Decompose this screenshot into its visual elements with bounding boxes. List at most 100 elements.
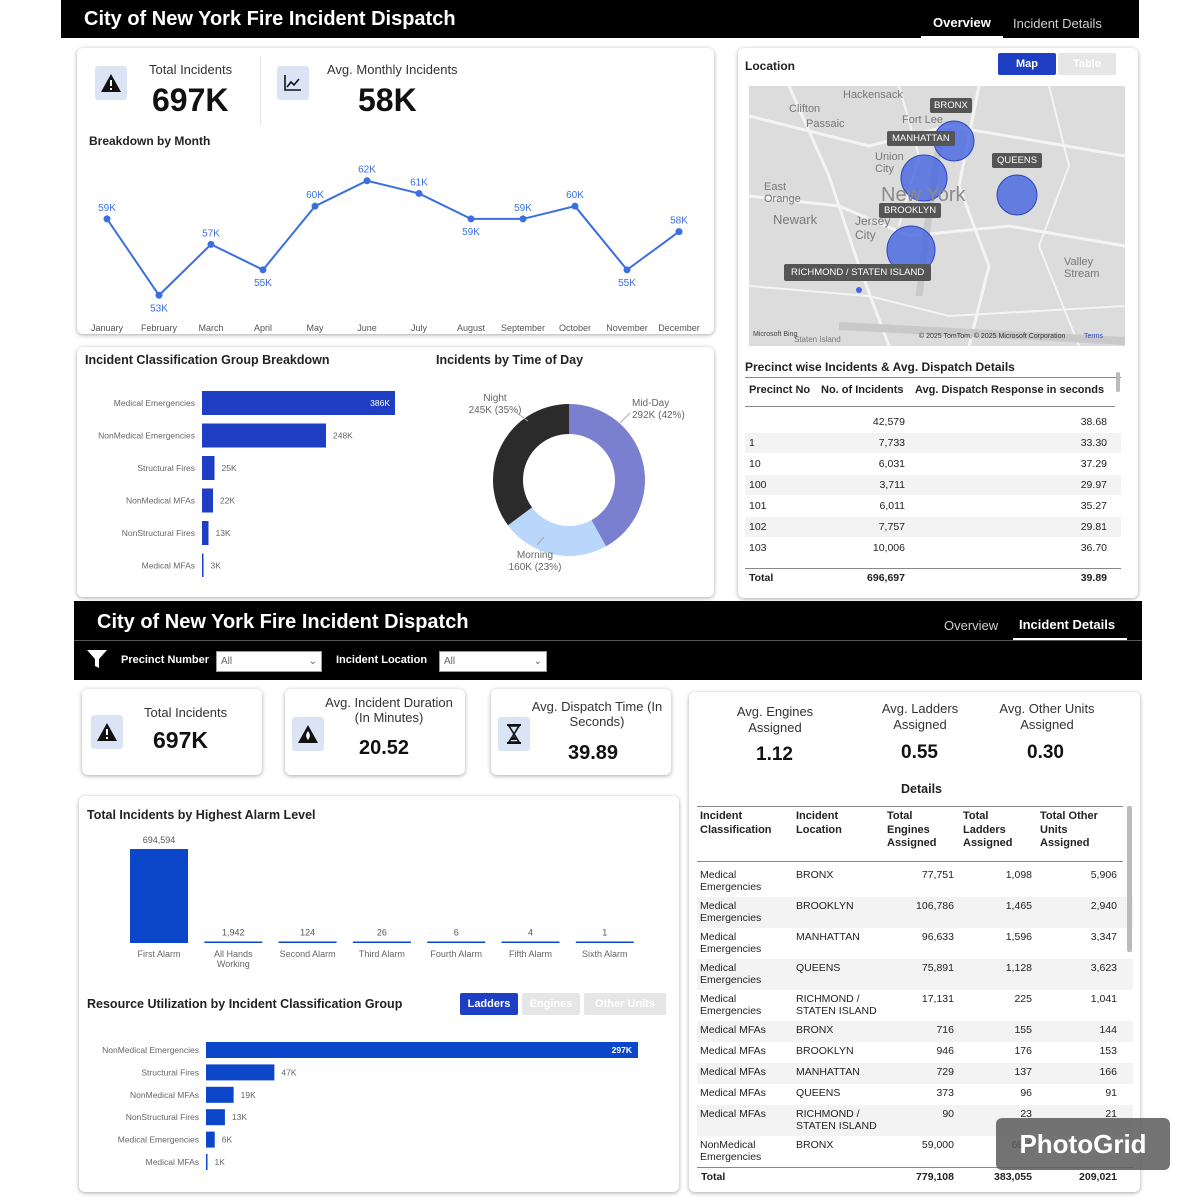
details-row[interactable]: Medical Emergencies MANHATTAN 96,633 1,596 3… <box>697 928 1133 959</box>
month-data-label-december: 58K <box>670 216 688 227</box>
top-app-title: City of New York Fire Incident Dispatch <box>84 8 456 30</box>
tab-incident-details[interactable]: Incident Details <box>1013 16 1102 31</box>
hourglass-icon <box>498 717 530 751</box>
details-row[interactable]: Medical MFAs BROOKLYN 946 176 153 <box>697 1042 1133 1063</box>
month-point-august <box>467 215 475 223</box>
details-cell-ladders: 23 <box>1020 1108 1032 1120</box>
precinct-row[interactable]: 103 10,006 36.70 <box>745 538 1121 558</box>
details-cell-other-units: 1,041 <box>1090 993 1117 1005</box>
bottom-app-title: City of New York Fire Incident Dispatch <box>97 611 469 633</box>
precinct-header-dispatch[interactable]: Avg. Dispatch Response in seconds <box>915 384 1105 396</box>
details-row[interactable]: Medical MFAs BRONX 716 155 144 <box>697 1021 1133 1042</box>
engines-button[interactable]: Engines <box>522 993 580 1015</box>
resource-value-medical-mfas: 1K <box>215 1157 226 1167</box>
details-row[interactable]: Medical Emergencies BROOKLYN 106,786 1,465 2… <box>697 897 1133 928</box>
filter-precinct-select[interactable]: All ⌄ <box>216 651 322 672</box>
resource-bar-structural-fires <box>206 1064 275 1081</box>
month-data-label-january: 59K <box>98 203 116 214</box>
class-bar-structural-fires <box>202 456 215 480</box>
precinct-scrollbar[interactable] <box>1116 372 1120 392</box>
precinct-row[interactable]: 102 7,757 29.81 <box>745 517 1121 537</box>
other-units-button[interactable]: Other Units <box>584 993 666 1015</box>
precinct-row[interactable]: 1 7,733 33.30 <box>745 433 1121 453</box>
details-row[interactable]: Medical Emergencies QUEENS 75,891 1,128 3,62… <box>697 959 1133 990</box>
table-view-button[interactable]: Table <box>1058 53 1116 75</box>
avg-ladders-value: 0.55 <box>901 742 938 763</box>
alarm-category-first-alarm: First Alarm <box>137 949 180 959</box>
details-cell-classification: Medical MFAs <box>700 1108 766 1120</box>
donut-value-night: 245K (35%) <box>469 405 522 416</box>
tab-overview-bottom[interactable]: Overview <box>944 618 999 633</box>
details-header-ladders[interactable]: Total Ladders Assigned <box>963 810 1013 849</box>
details-cell-other-units: 3,347 <box>1090 931 1117 943</box>
donut-leader-morning <box>536 536 545 546</box>
details-header-classification[interactable]: Incident Classification <box>700 810 772 836</box>
details-cell-ladders: 1,596 <box>1005 931 1032 943</box>
details-header-location[interactable]: Incident Location <box>796 810 842 836</box>
resource-bar-medical-emergencies <box>206 1131 215 1148</box>
resource-value-structural-fires: 47K <box>281 1067 296 1077</box>
place-valley-stream: Valley Stream <box>1064 256 1100 280</box>
details-row[interactable]: Medical MFAs MANHATTAN 729 137 166 <box>697 1063 1133 1084</box>
details-row[interactable]: Medical Emergencies BRONX 77,751 1,098 5,906 <box>697 866 1133 897</box>
precinct-row[interactable]: 10 6,031 37.29 <box>745 454 1121 474</box>
details-scrollbar[interactable] <box>1127 806 1132 952</box>
resource-bar-medical-mfas <box>206 1154 208 1170</box>
month-data-label-may: 60K <box>306 190 324 201</box>
location-map[interactable]: Hackensack Clifton Passaic Fort Lee Unio… <box>749 86 1125 346</box>
alarm-bar-all-hands-working <box>204 941 263 943</box>
ladders-button[interactable]: Ladders <box>460 993 518 1015</box>
details-cell-other-units: 166 <box>1099 1066 1117 1078</box>
filter-location-select[interactable]: All ⌄ <box>439 651 547 672</box>
precinct-row[interactable]: 42,579 38.68 <box>745 412 1121 432</box>
avg-other-units-label: Avg. Other Units Assigned <box>999 701 1095 732</box>
details-header-engines[interactable]: Total Engines Assigned <box>887 810 937 849</box>
month-point-november <box>623 266 631 274</box>
month-data-label-april: 55K <box>254 278 272 289</box>
class-category-structural-fires: Structural Fires <box>137 463 195 473</box>
warning-icon <box>95 66 127 100</box>
precinct-cell-number: 103 <box>749 542 767 554</box>
details-row[interactable]: Medical MFAs QUEENS 373 96 91 <box>697 1084 1133 1105</box>
alarm-bar-third-alarm <box>352 941 411 943</box>
map-terms-link[interactable]: Terms <box>1084 333 1104 340</box>
map-label-manhattan: MANHATTAN <box>887 131 955 146</box>
precinct-divider <box>745 377 1121 378</box>
chevron-down-icon: ⌄ <box>308 656 317 667</box>
month-chart-title: Breakdown by Month <box>89 134 211 148</box>
precinct-header-incidents[interactable]: No. of Incidents <box>821 384 904 396</box>
precinct-cell-dispatch: 33.30 <box>1080 437 1107 449</box>
place-fort-lee: Fort Lee <box>902 114 943 126</box>
map-label-bronx: BRONX <box>930 98 972 113</box>
details-row[interactable]: Medical Emergencies RICHMOND / STATEN ISL… <box>697 990 1133 1021</box>
kpi-duration-label: Avg. Incident Duration (In Minutes) <box>325 695 453 725</box>
precinct-cell-number: 10 <box>749 458 761 470</box>
tab-incident-details-bottom[interactable]: Incident Details <box>1013 617 1128 640</box>
precinct-cell-incidents: 7,757 <box>878 521 905 533</box>
donut-slice-night <box>493 404 569 526</box>
class-value-medical-emergencies: 386K <box>370 398 390 408</box>
map-view-button[interactable]: Map <box>998 53 1056 75</box>
photogrid-watermark: PhotoGrid <box>996 1118 1170 1170</box>
details-top-divider <box>697 806 1123 807</box>
details-cell-location: QUEENS <box>796 1087 841 1099</box>
precinct-row[interactable]: 101 6,011 35.27 <box>745 496 1121 516</box>
month-tick-may: May <box>306 323 324 333</box>
kpi-card-avg-duration: Avg. Incident Duration (In Minutes) 20.5… <box>285 689 465 775</box>
alarm-category-second-alarm: Second Alarm <box>280 949 336 959</box>
alarm-value-sixth-alarm: 1 <box>602 928 607 938</box>
details-header-other-units[interactable]: Total Other Units Assigned <box>1040 810 1098 849</box>
details-cell-other-units: 5,906 <box>1090 869 1117 881</box>
avg-ladders-label: Avg. Ladders Assigned <box>881 701 959 732</box>
tab-overview[interactable]: Overview <box>921 15 1003 38</box>
precinct-row[interactable]: 100 3,711 29.97 <box>745 475 1121 495</box>
precinct-cell-incidents: 10,006 <box>872 542 905 554</box>
details-cell-location: BROOKLYN <box>796 1045 854 1057</box>
resource-bar-nonstructural-fires <box>206 1109 225 1126</box>
precinct-header-precinct[interactable]: Precinct No <box>749 384 811 396</box>
map-copyright: © 2025 TomTom, © 2025 Microsoft Corporat… <box>919 333 1066 340</box>
month-data-label-october: 60K <box>566 190 584 201</box>
precinct-total-dispatch: 39.89 <box>1080 572 1107 584</box>
donut-name-night: Night <box>483 393 507 404</box>
